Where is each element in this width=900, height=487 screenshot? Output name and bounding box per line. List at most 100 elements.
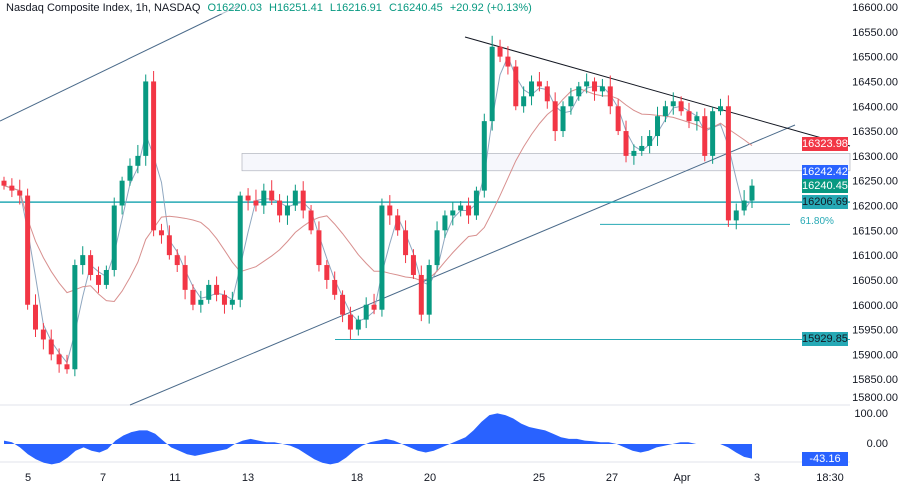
candle-body	[607, 86, 613, 107]
rising-trendline	[129, 124, 796, 406]
candle-body	[725, 106, 731, 221]
candle-body	[442, 215, 448, 231]
candle-body	[615, 106, 621, 132]
candle-body	[143, 81, 149, 156]
candle-body	[686, 111, 692, 122]
candle-body	[623, 131, 629, 156]
candle-body	[662, 106, 668, 117]
candle-body	[300, 190, 306, 211]
y-tick-label: 16300.00	[852, 151, 898, 163]
chart-legend: Nasdaq Composite Index, 1h, NASDAQ O1622…	[6, 2, 532, 14]
oscillator-area	[4, 413, 752, 465]
candle-body	[592, 81, 598, 92]
x-tick-label: 3	[754, 472, 760, 484]
candle-body	[647, 136, 653, 146]
ohlc-low: L16216.91	[329, 2, 382, 14]
candle-body	[379, 205, 385, 310]
candle-body	[473, 190, 479, 216]
level-price-tag: 16206.69	[802, 195, 848, 209]
candle-body	[639, 145, 645, 151]
x-tick-label: 5	[25, 472, 31, 484]
candle-body	[48, 339, 54, 355]
y-tick-label: 16000.00	[852, 300, 898, 312]
candle-body	[655, 116, 661, 137]
channel-line	[0, 4, 241, 122]
candle-body	[17, 190, 23, 196]
candle-body	[9, 185, 15, 191]
y-tick-label: 16600.00	[852, 2, 898, 14]
candle-body	[458, 205, 464, 211]
candle-body	[371, 304, 377, 310]
candle-body	[544, 86, 550, 102]
x-tick-label: Apr	[673, 472, 690, 484]
candle-body	[316, 230, 322, 266]
candle-body	[466, 205, 472, 216]
candle-body	[599, 86, 605, 92]
candle-body	[749, 185, 755, 201]
candle-body	[505, 56, 511, 67]
candle-body	[489, 46, 495, 122]
osc-tick-label: 100.00	[854, 408, 888, 420]
x-tick-label: 25	[533, 472, 545, 484]
candle-body	[387, 205, 393, 216]
candle-body	[403, 230, 409, 256]
candle-body	[536, 81, 542, 87]
candle-body	[103, 270, 109, 285]
candle-body	[324, 265, 330, 280]
candle-body	[340, 294, 346, 315]
candle-body	[513, 66, 519, 107]
candle-body	[135, 155, 141, 166]
x-tick-label: 18	[351, 472, 363, 484]
candle-body	[576, 86, 582, 97]
y-tick-label: 16400.00	[852, 101, 898, 113]
fib-label: 61.80%	[800, 216, 834, 227]
candle-body	[733, 210, 739, 221]
prev-close-tag: 16242.42	[802, 165, 848, 179]
candle-body	[198, 299, 204, 305]
support-price-tag: 15929.85	[802, 332, 848, 346]
y-tick-label: 15950.00	[852, 325, 898, 337]
candle-body	[119, 180, 125, 206]
candle-body	[521, 96, 527, 107]
candle-body	[670, 101, 676, 107]
y-tick-label: 16350.00	[852, 126, 898, 138]
y-tick-label: 16050.00	[852, 275, 898, 287]
falling-trendline	[464, 36, 851, 147]
candle-body	[410, 255, 416, 275]
ohlc-open: O16220.03	[207, 2, 262, 14]
candle-body	[284, 205, 290, 216]
candle-body	[552, 101, 558, 132]
candle-body	[237, 195, 243, 300]
candle-body	[678, 101, 684, 112]
oscillator-value-tag: -43.16	[802, 452, 848, 466]
symbol-title: Nasdaq Composite Index, 1h, NASDAQ	[6, 2, 201, 14]
candle-body	[261, 190, 267, 206]
candle-body	[40, 329, 46, 340]
candle-body	[308, 210, 314, 231]
osc-tick-label: 0.00	[867, 438, 888, 450]
candle-body	[292, 190, 298, 206]
candle-body	[450, 210, 456, 216]
candle-body	[64, 364, 70, 370]
candle-body	[434, 230, 440, 266]
y-tick-label: 15900.00	[852, 349, 898, 361]
candle-body	[221, 294, 227, 305]
candle-body	[182, 265, 188, 290]
candle-body	[1, 180, 7, 186]
candle-body	[166, 235, 172, 256]
candle-body	[158, 230, 164, 236]
x-tick-label: 18:30	[816, 472, 844, 484]
candle-body	[718, 106, 724, 112]
y-tick-label: 16500.00	[852, 52, 898, 64]
slow-ma-line	[3, 87, 753, 302]
y-tick-label: 15850.00	[852, 374, 898, 386]
y-tick-label: 16450.00	[852, 76, 898, 88]
candle-body	[206, 284, 212, 300]
candle-body	[151, 81, 157, 231]
candle-body	[332, 279, 338, 295]
x-tick-label: 11	[169, 472, 180, 484]
candle-body	[245, 195, 251, 201]
candle-body	[418, 274, 424, 315]
candle-body	[497, 46, 503, 57]
